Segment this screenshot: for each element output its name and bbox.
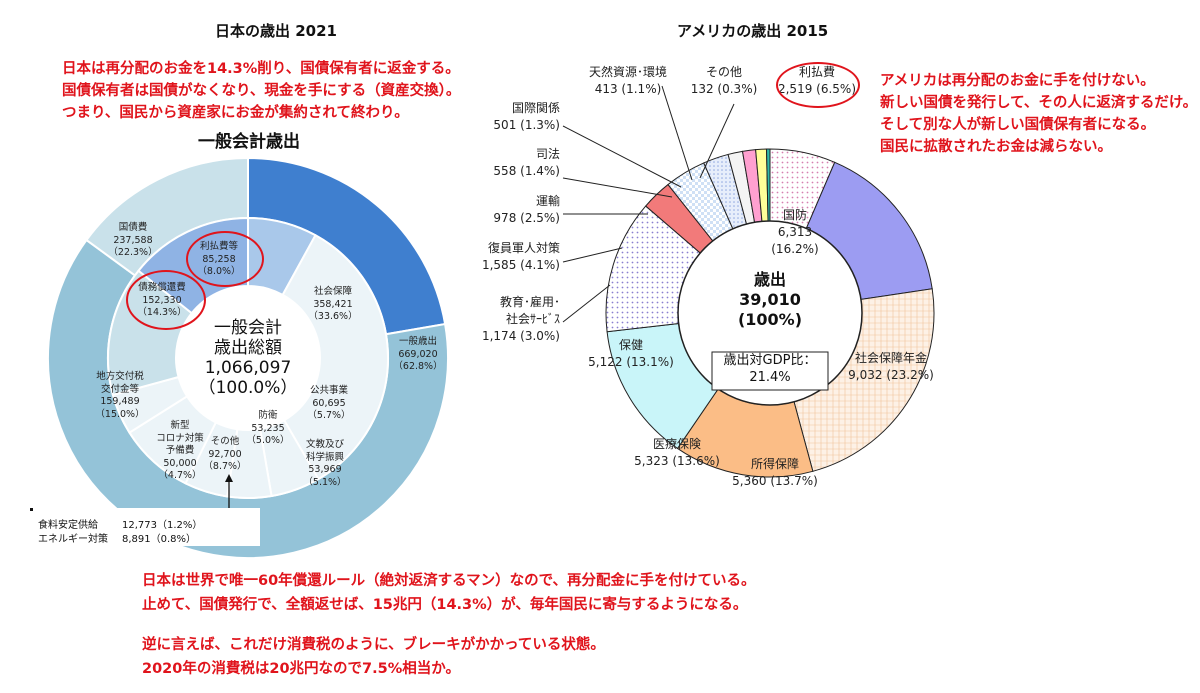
japan-circle-ribaraihi [186, 231, 264, 287]
japan-note-2: 国債保有者は国債がなくなり、現金を手にする（資産交換）。 [62, 83, 461, 99]
label-corona: 新型 コロナ対策 予備費 50,000 （4.7%） [156, 420, 204, 481]
japan-note-3: つまり、国民から資産家にお金が集約されて終わり。 [62, 105, 409, 121]
small-row-1-value: 12,773（1.2%） [122, 520, 203, 531]
label-koukyo: 公共事業 60,695 （5.7%） [307, 385, 351, 421]
label-fukuin: 復員軍人対策 1,585 (4.1%) [481, 241, 560, 272]
label-iryo: 医療保険 5,323 (13.6%) [634, 437, 720, 468]
usa-gdp-box [711, 351, 829, 391]
label-tennen: 天然資源･環境 413 (1.1%) [588, 65, 667, 96]
japan-center-text: 一般会計 歳出総額 1,066,097 （100.0%） [176, 318, 320, 398]
usa-gdp-l2: 21.4% [749, 370, 791, 385]
japan-center-l1: 一般会計 [214, 318, 282, 338]
usa-donut-chart [605, 148, 935, 478]
label-shotoku: 所得保障 5,360 (13.7%) [732, 457, 818, 488]
small-row-2-value: 8,891（0.8%） [122, 534, 197, 545]
label-kokusai: 国際関係 501 (1.3%) [493, 101, 560, 132]
japan-circle-saimu [126, 270, 206, 330]
japan-center-hole [176, 286, 320, 430]
label-kokubou: 国防 6,313 (16.2%) [771, 208, 819, 256]
usa-center-l2: 39,010 [739, 290, 801, 309]
japan-center-l3: 1,066,097 [204, 358, 292, 378]
label-nenkin: 社会保障年金 9,032 (23.2%) [848, 351, 934, 382]
japan-donut-chart [47, 156, 449, 559]
label-us-sonota: その他 132 (0.3%) [690, 65, 758, 96]
japan-small-table: 食料安定供給 12,773（1.2%） エネルギー対策 8,891（0.8%） [0, 508, 260, 546]
label-kokusaihi: 国債費 237,588 （22.3%） [108, 222, 158, 258]
bottom-note-3: 逆に言えば、これだけ消費税のように、ブレーキがかかっている状態。 [142, 637, 605, 653]
usa-center-l1: 歳出 [753, 270, 786, 289]
bottom-note-1: 日本は世界で唯一60年償還ルール（絶対返済するマン）なので、再分配金に手を付けて… [142, 573, 756, 589]
bottom-note-4: 2020年の消費税は20兆円なので7.5%相当か。 [142, 661, 460, 677]
japan-center-l4: （100.0%） [198, 378, 298, 398]
japan-chart-title: 一般会計歳出 [198, 132, 300, 152]
usa-note-3: そして別な人が新しい国債保有者になる。 [880, 117, 1156, 133]
japan-note-1: 日本は再分配のお金を14.3%削り、国債保有者に返金する。 [62, 61, 460, 77]
label-chiho: 地方交付税 交付金等 159,489 （15.0%） [95, 371, 145, 420]
usa-title: アメリカの歳出 2015 [677, 22, 829, 40]
usa-gdp-text: 歳出対GDP比： 21.4% [712, 352, 828, 386]
bottom-note-2: 止めて、国債発行で、全額返せば、15兆円（14.3%）が、毎年国民に寄与するよう… [142, 597, 748, 613]
japan-small-table-dot [30, 508, 33, 511]
label-kyoiku: 教育･雇用･ 社会ｻｰﾋﾞｽ 1,174 (3.0%) [481, 295, 560, 343]
small-row-1-name: 食料安定供給 [38, 520, 98, 531]
usa-note-4: 国民に拡散されたお金は減らない。 [880, 139, 1112, 155]
label-ippan: 一般歳出 669,020 （62.8%） [393, 336, 443, 372]
label-shihou: 司法 558 (1.4%) [493, 147, 560, 178]
label-shakai: 社会保障 358,421 （33.6%） [308, 286, 358, 322]
usa-gdp-l1: 歳出対GDP比： [723, 353, 817, 368]
usa-note-2: 新しい国債を発行して、その人に返済するだけ。 [880, 95, 1198, 111]
label-sonota-jp: その他 92,700 （8.7%） [203, 436, 247, 472]
label-bouei: 防衛 53,235 （5.0%） [246, 410, 290, 446]
japan-sonota-arrow [225, 474, 233, 482]
japan-title: 日本の歳出 2021 [215, 22, 337, 40]
usa-center-l3: (100%) [737, 310, 803, 329]
usa-center-text: 歳出 39,010 (100%) [700, 270, 840, 330]
usa-note-1: アメリカは再分配のお金に手を付けない。 [880, 73, 1155, 89]
label-bunkyo: 文教及び 科学振興 53,969 （5.1%） [303, 439, 347, 488]
label-unyu: 運輸 978 (2.5%) [493, 194, 560, 225]
label-hoken: 保健 5,122 (13.1%) [588, 338, 674, 369]
usa-circle-ribarai [776, 62, 860, 108]
japan-center-l2: 歳出総額 [214, 338, 282, 358]
small-row-2-name: エネルギー対策 [38, 534, 108, 545]
